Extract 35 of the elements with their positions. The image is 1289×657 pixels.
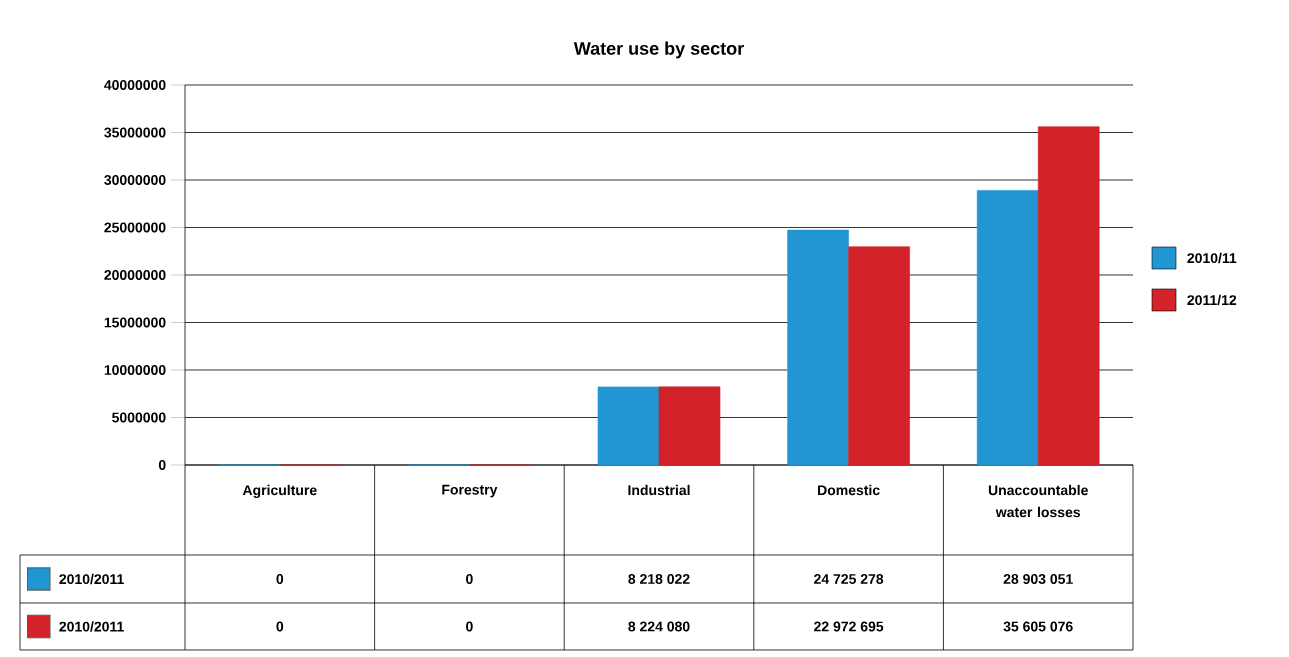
data-label: 28 903 051: [1003, 574, 1073, 584]
x-tick-label: Forestry: [442, 484, 498, 498]
bar: [976, 190, 1039, 466]
bar: [597, 386, 660, 466]
chart-title: Water use by sector: [573, 41, 744, 59]
text: 2010/2011: [59, 621, 124, 632]
data-label: 35 605 076: [1003, 621, 1073, 632]
data-label: 8 224 080: [628, 621, 690, 632]
bar: [658, 386, 721, 466]
bar: [1037, 126, 1100, 466]
y-tick-label: 30000000: [104, 175, 166, 185]
data-label: 8 218 022: [628, 574, 690, 584]
bar: [787, 229, 849, 466]
y-tick-label: 20000000: [104, 270, 166, 280]
y-tick-label: 15000000: [104, 317, 166, 328]
y-tick-label: 5000000: [112, 412, 166, 423]
data-label: 0: [466, 621, 473, 632]
y-tick-label: 25000000: [104, 222, 166, 233]
bar: [848, 246, 910, 466]
data-label: 0: [276, 621, 284, 632]
legend-label: 2010/11: [1187, 252, 1237, 264]
y-tick-label: 35000000: [104, 127, 166, 138]
data-label: 0: [276, 574, 284, 584]
x-tick-label: Industrial: [628, 484, 690, 496]
data-label: 24 725 278: [814, 574, 884, 584]
legend-label: 2011/12: [1187, 294, 1237, 306]
data-label: 0: [466, 574, 473, 584]
x-tick-label: Agriculture: [242, 484, 317, 498]
data-label: 22 972 695: [814, 621, 884, 632]
x-tick-label: Domestic: [818, 484, 880, 496]
x-tick-label: Unaccountable water losses: [988, 484, 1088, 518]
y-tick-label: 40000000: [104, 80, 166, 90]
y-tick-label: 0: [158, 460, 166, 470]
text: 2010/2011: [59, 573, 124, 585]
y-tick-label: 10000000: [104, 365, 166, 375]
